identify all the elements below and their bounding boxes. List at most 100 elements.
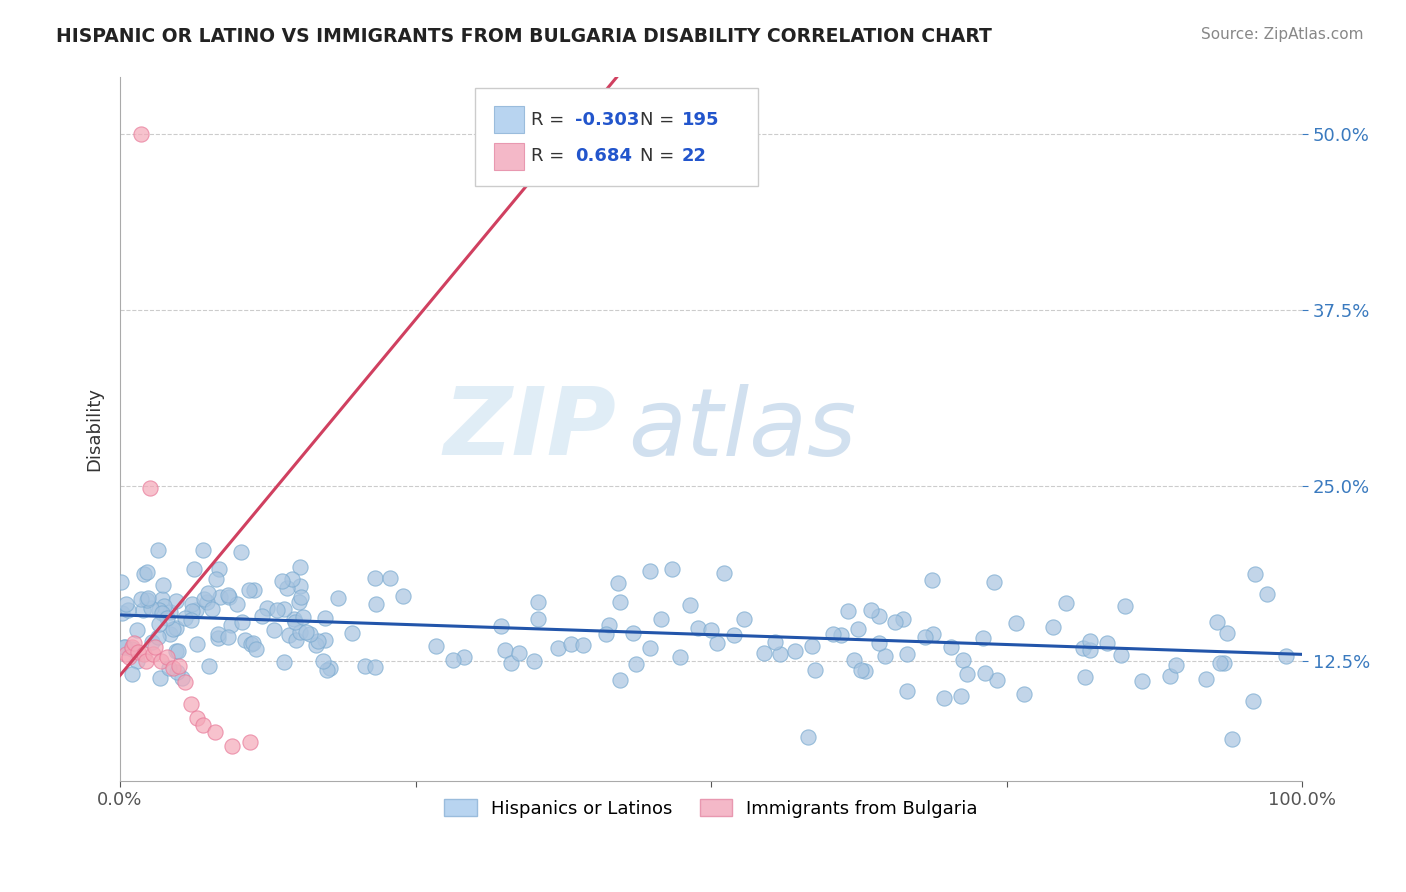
- Point: [273, 655, 295, 669]
- Point: [1097, 635, 1119, 649]
- Point: [305, 638, 328, 652]
- Point: [1054, 597, 1077, 611]
- Text: atlas: atlas: [628, 384, 856, 475]
- Point: [233, 633, 256, 648]
- Point: [112, 640, 135, 654]
- Point: [859, 603, 882, 617]
- Point: [1109, 648, 1132, 662]
- Point: [1078, 642, 1101, 657]
- Point: [1005, 615, 1028, 630]
- Point: [217, 630, 239, 644]
- Point: [624, 657, 647, 671]
- Point: [239, 637, 262, 651]
- Point: [198, 658, 221, 673]
- Point: [392, 590, 415, 604]
- Legend: Hispanics or Latinos, Immigrants from Bulgaria: Hispanics or Latinos, Immigrants from Bu…: [437, 791, 986, 825]
- Point: [891, 612, 914, 626]
- Point: [239, 734, 262, 748]
- Text: N =: N =: [640, 111, 681, 128]
- Point: [165, 594, 187, 608]
- Point: [609, 595, 631, 609]
- Point: [1244, 567, 1267, 582]
- Point: [150, 654, 173, 668]
- Point: [127, 644, 149, 658]
- Point: [204, 724, 226, 739]
- FancyBboxPatch shape: [494, 143, 524, 170]
- Point: [868, 636, 890, 650]
- Point: [1114, 599, 1136, 614]
- Point: [425, 640, 447, 654]
- Point: [307, 634, 329, 648]
- Point: [165, 644, 187, 658]
- Point: [508, 646, 530, 660]
- Point: [873, 648, 896, 663]
- Text: Source: ZipAtlas.com: Source: ZipAtlas.com: [1201, 27, 1364, 42]
- Point: [527, 612, 550, 626]
- Point: [453, 649, 475, 664]
- Point: [283, 612, 305, 626]
- Text: -0.303: -0.303: [575, 111, 640, 128]
- Point: [195, 595, 218, 609]
- Point: [754, 646, 776, 660]
- Point: [186, 603, 208, 617]
- Point: [638, 564, 661, 578]
- Point: [956, 667, 979, 681]
- Point: [162, 661, 184, 675]
- Point: [983, 574, 1005, 589]
- Point: [844, 653, 866, 667]
- Point: [148, 603, 170, 617]
- Point: [141, 635, 163, 649]
- Point: [868, 609, 890, 624]
- Point: [783, 643, 806, 657]
- Point: [952, 653, 974, 667]
- Y-axis label: Disability: Disability: [86, 387, 103, 471]
- Point: [122, 636, 145, 650]
- Point: [1220, 731, 1243, 746]
- Point: [312, 654, 335, 668]
- Point: [295, 625, 318, 640]
- Point: [186, 637, 208, 651]
- Point: [191, 717, 214, 731]
- Point: [1256, 587, 1278, 601]
- Point: [364, 571, 387, 585]
- Point: [208, 562, 231, 576]
- Point: [921, 573, 943, 587]
- Point: [1071, 640, 1094, 655]
- Point: [598, 618, 620, 632]
- Point: [1042, 620, 1064, 634]
- Point: [125, 653, 148, 667]
- Point: [769, 647, 792, 661]
- Point: [688, 621, 710, 635]
- Point: [326, 591, 349, 606]
- Point: [162, 622, 184, 636]
- Point: [180, 697, 202, 711]
- Point: [700, 624, 723, 638]
- Point: [366, 597, 388, 611]
- Point: [499, 656, 522, 670]
- Point: [159, 626, 181, 640]
- Point: [129, 127, 152, 141]
- Point: [114, 640, 136, 654]
- Point: [263, 623, 285, 637]
- Point: [849, 663, 872, 677]
- Point: [1206, 615, 1229, 629]
- Point: [290, 579, 312, 593]
- Point: [180, 597, 202, 611]
- Point: [650, 612, 672, 626]
- Point: [972, 631, 994, 645]
- Point: [183, 562, 205, 576]
- Point: [1078, 633, 1101, 648]
- Point: [679, 599, 702, 613]
- Point: [830, 627, 852, 641]
- Point: [1130, 674, 1153, 689]
- Point: [284, 615, 307, 629]
- Point: [110, 574, 132, 589]
- Point: [837, 604, 859, 618]
- Point: [288, 559, 311, 574]
- Point: [801, 639, 824, 653]
- Point: [319, 661, 342, 675]
- Point: [170, 671, 193, 685]
- Point: [314, 611, 336, 625]
- Point: [314, 632, 336, 647]
- Point: [136, 591, 159, 606]
